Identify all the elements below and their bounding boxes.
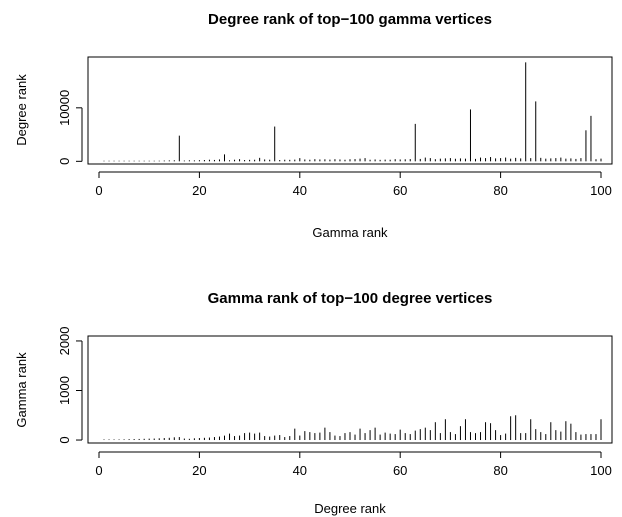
bar-series <box>103 415 602 441</box>
plot-frame <box>87 335 613 444</box>
x-axis-label: Gamma rank <box>312 225 388 240</box>
y-tick-label: 10000 <box>57 90 72 126</box>
y-axis: 0 10000 <box>57 90 83 165</box>
panel-degree-rank: Degree rank of top−100 gamma vertices 0 2… <box>14 11 613 240</box>
x-tick-label: 0 <box>95 463 102 478</box>
x-tick-label: 60 <box>393 463 407 478</box>
x-tick-label: 40 <box>293 463 307 478</box>
y-axis: 0 1000 2000 <box>57 326 83 444</box>
x-axis: 0 20 40 60 80 100 <box>95 451 612 478</box>
x-tick-label: 60 <box>393 183 407 198</box>
chart-title: Gamma rank of top−100 degree vertices <box>208 290 493 307</box>
x-tick-label: 20 <box>192 463 206 478</box>
x-tick-label: 20 <box>192 183 206 198</box>
x-tick-label: 0 <box>95 183 102 198</box>
panel-gamma-rank: Gamma rank of top−100 degree vertices 0 2… <box>14 290 613 516</box>
x-tick-label: 80 <box>493 463 507 478</box>
y-tick-label: 1000 <box>57 376 72 405</box>
plot-frame <box>87 56 613 165</box>
x-tick-label: 40 <box>293 183 307 198</box>
x-axis-label: Degree rank <box>314 501 386 516</box>
bar-series <box>103 62 602 162</box>
y-axis-label: Degree rank <box>14 74 29 146</box>
y-tick-label: 0 <box>57 158 72 165</box>
x-tick-label: 100 <box>590 183 612 198</box>
x-tick-label: 80 <box>493 183 507 198</box>
chart-title: Degree rank of top−100 gamma vertices <box>208 11 492 28</box>
x-tick-label: 100 <box>590 463 612 478</box>
y-axis-label: Gamma rank <box>14 352 29 428</box>
x-axis: 0 20 40 60 80 100 <box>95 171 612 198</box>
y-tick-label: 0 <box>57 436 72 443</box>
y-tick-label: 2000 <box>57 326 72 355</box>
